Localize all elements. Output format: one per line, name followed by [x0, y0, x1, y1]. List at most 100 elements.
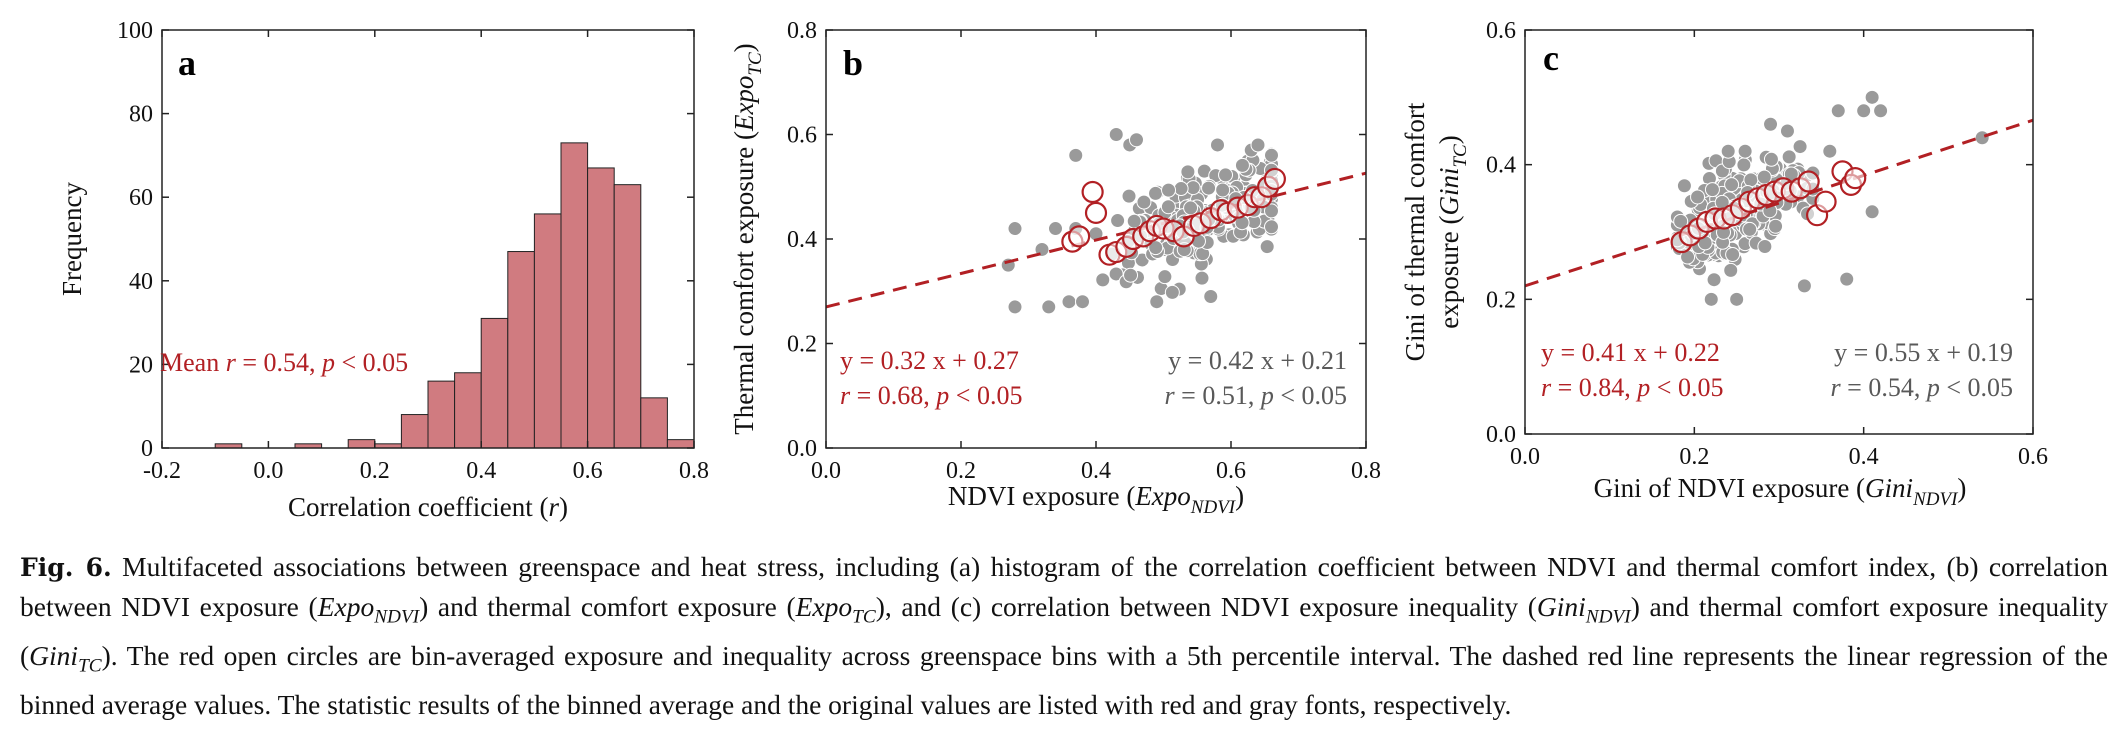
binned-point [1081, 180, 1104, 204]
panel-b-ylabel: Thermal comfort exposure (ExpoTC) [729, 43, 766, 434]
binned-point [1844, 167, 1867, 190]
histogram-bar [587, 167, 615, 449]
original-point [1007, 299, 1023, 315]
panel-a-xtick-label: -0.2 [143, 458, 181, 484]
original-point [1720, 143, 1736, 159]
panel-c-ylabel-line1: Gini of thermal comfort [1400, 102, 1430, 361]
original-point [1703, 291, 1719, 307]
panel-a-histogram: -0.2 0.0 0.2 0.4 0.6 0.8 0 20 40 60 80 100 a Freque… [57, 18, 709, 522]
original-point [1822, 143, 1838, 159]
original-point [1839, 271, 1855, 287]
original-point [1723, 262, 1739, 278]
binned-point [1263, 167, 1286, 191]
original-point [1264, 203, 1279, 219]
original-point [1724, 177, 1740, 193]
panel-c-original-equation: y = 0.55 x + 0.19 [1834, 338, 2013, 367]
panel-b-ytick-label: 0.2 [787, 332, 817, 358]
panel-c-ylabel-line2: exposure (GiniTC) [1434, 135, 1471, 328]
panel-c-original-stats: r = 0.54, p < 0.05 [1831, 373, 2013, 402]
panel-c-scatter: 0.0 0.2 0.4 0.6 0.0 0.2 0.4 0.6 c Gini of NDVI … [1400, 18, 2048, 510]
histogram-bar [560, 142, 589, 449]
original-point [1041, 299, 1057, 315]
panel-b-xtick-label: 0.0 [811, 458, 841, 484]
histogram-bar [480, 317, 509, 449]
original-point [1161, 182, 1177, 198]
panel-a-xlabel: Correlation coefficient (r) [288, 492, 568, 522]
original-point [1075, 294, 1090, 310]
panel-a-ytick-label: 100 [117, 18, 153, 44]
original-point [1781, 149, 1797, 165]
panel-b-ytick-label: 0.6 [787, 123, 817, 149]
histogram-bar [400, 414, 429, 449]
panel-c-xtick-label: 0.4 [1849, 444, 1879, 470]
panel-a-ylabel: Frequency [57, 182, 87, 296]
original-point [1830, 103, 1846, 119]
figure-caption: Fig. 6. Multifaceted associations betwee… [20, 548, 2108, 724]
panel-a-letter: a [178, 43, 196, 83]
original-point [1068, 147, 1084, 163]
original-point [1264, 219, 1279, 235]
original-point [1779, 123, 1795, 139]
original-point [1121, 188, 1137, 204]
original-point [1234, 157, 1250, 173]
panel-c-axes-frame [1524, 29, 2034, 435]
original-point [1792, 139, 1808, 155]
original-point [1160, 199, 1176, 215]
original-point [1704, 182, 1720, 198]
histogram-bar [666, 439, 695, 449]
panel-a-mean-annotation: Mean r = 0.54, p < 0.05 [160, 348, 408, 377]
panel-c-letter: c [1543, 38, 1559, 78]
histogram-bar [427, 380, 456, 449]
original-point [1007, 221, 1023, 237]
panel-a-ticks: -0.2 0.0 0.2 0.4 0.6 0.8 0 20 40 60 80 100 [117, 18, 709, 484]
panel-a-ytick-label: 60 [129, 185, 153, 211]
original-point [1737, 143, 1753, 159]
original-point [1123, 267, 1139, 283]
original-point [1690, 189, 1706, 205]
original-point [1743, 172, 1759, 188]
panel-a-xtick-label: 0.4 [466, 458, 496, 484]
panel-c-ytick-label: 0.0 [1486, 422, 1516, 448]
panel-c-ytick-label: 0.6 [1486, 18, 1516, 44]
original-point [1873, 103, 1889, 119]
panel-b-original-stats: r = 0.51, p < 0.05 [1165, 381, 1347, 410]
original-point [1210, 137, 1225, 153]
panel-b-binned-equation: y = 0.32 x + 0.27 [840, 346, 1019, 375]
original-point [1856, 103, 1872, 119]
panel-c-binned-equation: y = 0.41 x + 0.22 [1541, 338, 1720, 367]
panel-a-xtick-label: 0.8 [679, 458, 709, 484]
original-point [1729, 291, 1745, 307]
binned-point [1068, 225, 1091, 248]
panel-a-ytick-label: 20 [129, 352, 153, 378]
histogram-bar [454, 372, 482, 449]
histogram-bars [214, 142, 695, 449]
original-point [1763, 151, 1779, 167]
original-point [1173, 181, 1189, 197]
panel-c-ticks: 0.0 0.2 0.4 0.6 0.0 0.2 0.4 0.6 [1486, 18, 2048, 470]
panel-b-original-points [1000, 127, 1279, 315]
original-point [1757, 239, 1773, 255]
original-point [1194, 270, 1210, 286]
original-point [1974, 130, 1990, 146]
panel-a-xtick-label: 0.6 [573, 458, 603, 484]
panel-b-binned-points [1061, 167, 1286, 266]
original-point [1108, 127, 1124, 142]
original-point [1264, 147, 1279, 163]
panel-a-axes-frame [161, 29, 695, 449]
histogram-bar [613, 184, 642, 449]
panel-b-letter: b [843, 43, 863, 83]
original-point [1148, 185, 1164, 201]
original-point [1259, 239, 1275, 255]
panel-c-ytick-label: 0.2 [1486, 287, 1516, 313]
original-point [1763, 116, 1779, 132]
panel-b-xlabel: NDVI exposure (ExpoNDVI) [948, 481, 1244, 518]
original-point [1095, 272, 1111, 288]
binned-point [1797, 170, 1820, 193]
panel-c-xtick-label: 0.6 [2018, 444, 2048, 470]
panel-b-ytick-label: 0.0 [787, 436, 817, 462]
original-point [1149, 294, 1165, 310]
panel-a-ytick-label: 40 [129, 269, 153, 295]
original-point [1180, 164, 1196, 180]
histogram-bar [533, 213, 562, 449]
panel-c-xtick-label: 0.2 [1679, 444, 1709, 470]
